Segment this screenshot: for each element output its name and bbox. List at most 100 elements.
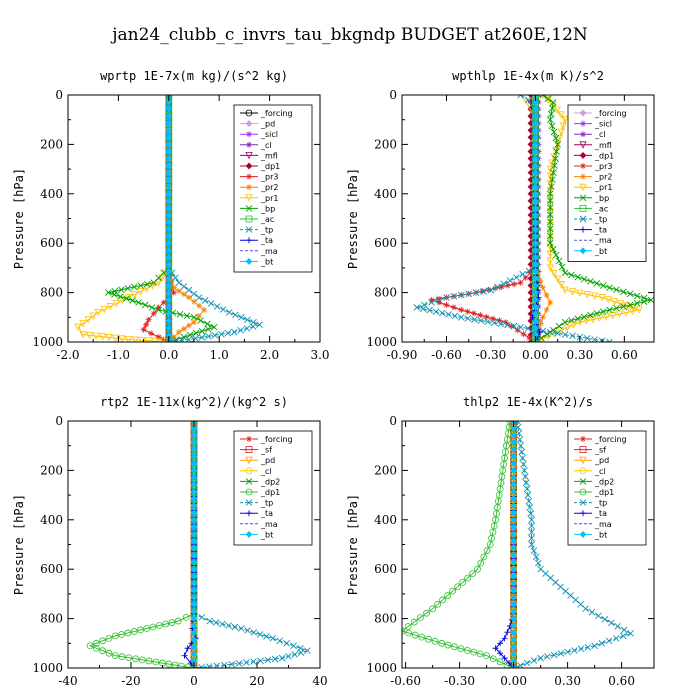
legend-marker [245, 109, 253, 117]
series-point [510, 474, 518, 481]
series-point [531, 190, 539, 198]
panel-title: thlp2 1E-4x(K^2)/s [463, 395, 593, 409]
series-point [190, 509, 198, 517]
series-point [606, 338, 613, 342]
legend-label: _tp [260, 499, 273, 508]
series-point [423, 609, 430, 617]
legend-label: _pr2 [594, 173, 612, 182]
series-point [538, 334, 545, 342]
series-point [546, 165, 554, 173]
series-point [546, 204, 554, 212]
series-point [483, 547, 491, 555]
legend-label: _ma [260, 247, 278, 256]
legend-marker [580, 163, 586, 169]
series-point [165, 119, 173, 127]
series-point [510, 495, 518, 503]
series-point [201, 306, 208, 313]
y-tick-label: 200 [40, 463, 63, 477]
series-point [550, 270, 558, 278]
series-point [231, 623, 239, 631]
series-point [490, 319, 498, 327]
series-point [546, 225, 554, 233]
series-point [165, 190, 173, 198]
series-point [135, 299, 142, 306]
series-point [464, 315, 472, 322]
series-point [531, 126, 539, 134]
series-point [271, 655, 279, 663]
series-point [285, 652, 292, 660]
series-point [435, 296, 443, 304]
series-point [449, 587, 457, 595]
series-point [532, 553, 540, 561]
series-point [190, 481, 198, 488]
legend-marker [580, 173, 586, 180]
series-point [531, 289, 539, 297]
legend-label: _bp [260, 204, 275, 213]
series-point [131, 336, 139, 342]
series-point [402, 627, 406, 635]
series-point [148, 330, 155, 337]
series-point [162, 620, 170, 628]
series-point [548, 122, 556, 130]
series-point [510, 601, 518, 608]
legend-label: _ma [260, 520, 278, 529]
x-tick-label: 0.30 [554, 674, 581, 688]
series-point [591, 292, 599, 300]
series-point [256, 321, 263, 329]
series-point [436, 295, 443, 302]
series-point [510, 615, 518, 623]
y-tick-label: 600 [374, 236, 397, 250]
series-point [552, 134, 560, 142]
series-point [561, 269, 569, 277]
series-point [457, 313, 465, 321]
x-tick-label: 0.0 [159, 348, 178, 362]
series-point [165, 303, 173, 311]
series-point [190, 313, 198, 321]
series-point [577, 645, 585, 653]
series-point [180, 291, 187, 298]
legend-marker [579, 151, 587, 159]
x-tick-label: 3.0 [310, 348, 329, 362]
legend-marker [246, 237, 252, 244]
y-tick-label: 400 [374, 187, 397, 201]
legend: _forcing_sicl_cl_mfl_dp1_pr3_pr2_pr1_bp_… [567, 104, 647, 262]
series-point [537, 278, 544, 285]
legend-marker [579, 215, 587, 223]
series-point [493, 283, 501, 291]
series-point [550, 651, 558, 659]
series-point [160, 299, 167, 306]
series-point [196, 313, 203, 320]
series-point [224, 329, 232, 337]
y-tick-label: 800 [40, 612, 63, 626]
series-point [490, 522, 498, 530]
series-point [190, 495, 198, 503]
series-point [629, 304, 637, 312]
series-point [428, 299, 435, 306]
legend-label: _ta [260, 509, 273, 518]
legend-marker [579, 446, 587, 454]
series-point [165, 176, 173, 184]
series-point [531, 98, 539, 106]
series-point [205, 333, 212, 340]
series-point [554, 330, 561, 337]
series-point [207, 300, 215, 307]
series-point [471, 316, 478, 323]
series-point [439, 596, 447, 604]
series-point [546, 190, 554, 198]
series-point [150, 310, 157, 317]
legend-label: _bt [260, 530, 273, 539]
series-point [94, 308, 102, 317]
legend-label: _ta [594, 226, 607, 235]
x-tick-label: 20 [249, 674, 264, 688]
series-point [238, 313, 245, 321]
series-point [527, 190, 535, 198]
series-point [250, 629, 258, 636]
plot-area [413, 95, 654, 342]
series-point [531, 176, 539, 184]
series-point [546, 172, 554, 181]
series-point [527, 239, 535, 247]
series-point [180, 333, 188, 341]
y-tick-label: 400 [374, 513, 397, 527]
legend-label: _ta [594, 509, 607, 518]
